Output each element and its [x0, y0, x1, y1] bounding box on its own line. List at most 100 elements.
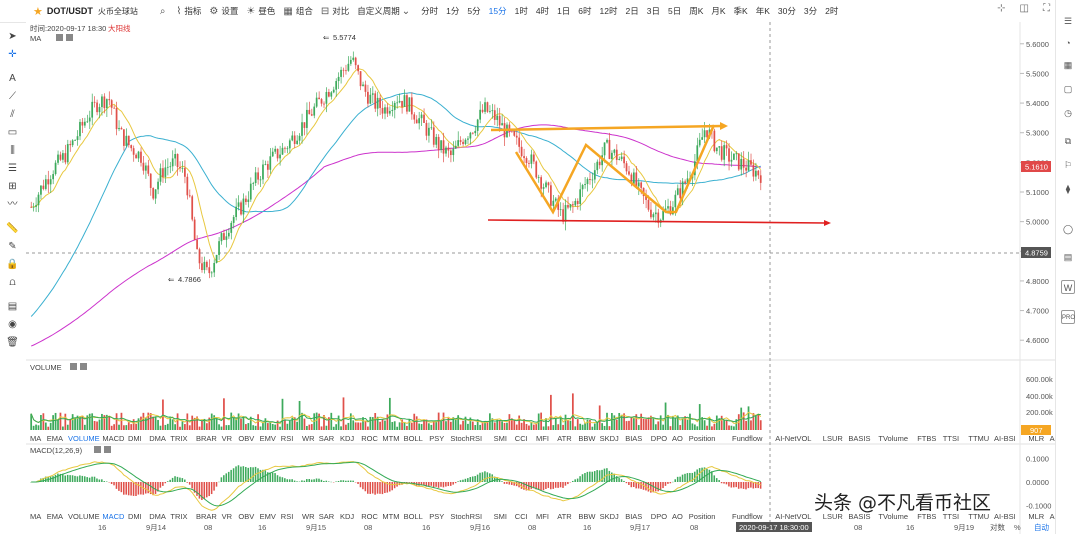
auto-toggle[interactable]: 自动: [1034, 522, 1050, 532]
interval-16[interactable]: 30分: [777, 6, 796, 16]
indicator-tab-mfi[interactable]: MFI: [536, 512, 549, 521]
pen-icon[interactable]: ✎: [8, 241, 17, 252]
indicator-tab-trix[interactable]: TRIX: [170, 512, 187, 521]
ruler-icon[interactable]: 📏: [6, 223, 19, 234]
indicator-tab-cci[interactable]: CCI: [515, 434, 528, 443]
indicator-tab-kdj[interactable]: KDJ: [340, 434, 354, 443]
indicator-tab-ai-pd[interactable]: AI-PD: [1050, 434, 1055, 443]
interval-5[interactable]: 4时: [535, 6, 550, 16]
trendline-icon[interactable]: ⟋: [9, 91, 16, 102]
interval-2[interactable]: 5分: [467, 6, 481, 16]
indicator-tab-trix[interactable]: TRIX: [170, 434, 187, 443]
crosshair-tool-icon[interactable]: ✛: [8, 49, 17, 60]
indicator-tab-dma[interactable]: DMA: [149, 434, 166, 443]
wave-icon[interactable]: 〰: [7, 199, 18, 210]
indicator-tab-ttsi[interactable]: TTSI: [943, 512, 959, 521]
indicator-tab-obv[interactable]: OBV: [238, 512, 254, 521]
indicator-tab-volume[interactable]: VOLUME: [68, 512, 100, 521]
indicator-tab-basis[interactable]: BASIS: [848, 512, 870, 521]
indicator-tab-stochrsi[interactable]: StochRSI: [450, 512, 482, 521]
indicator-tab-wr[interactable]: WR: [302, 512, 315, 521]
indicator-tab-ftbs[interactable]: FTBS: [917, 434, 936, 443]
interval-1[interactable]: 1分: [446, 6, 460, 16]
custom-period-dropdown[interactable]: 自定义周期 ⌄: [357, 5, 413, 17]
macd-label[interactable]: MACD(12,26,9): [30, 446, 83, 455]
macd-settings-icon[interactable]: [94, 446, 101, 453]
indicator-tab-macd[interactable]: MACD: [102, 512, 125, 521]
interval-9[interactable]: 2日: [625, 6, 639, 16]
chart-area[interactable]: 5.60005.50005.40005.30005.20005.10005.00…: [26, 22, 1055, 534]
indicator-tab-ttmu[interactable]: TTMU: [968, 512, 989, 521]
indicator-tab-atr[interactable]: ATR: [557, 434, 572, 443]
indicator-tab-sar[interactable]: SAR: [319, 512, 335, 521]
indicator-tab-ai-bsi[interactable]: AI-BSI: [994, 434, 1016, 443]
indicator-tab-ai-netvol[interactable]: AI-NetVOL: [775, 434, 811, 443]
indicator-tab-sar[interactable]: SAR: [319, 434, 335, 443]
indicator-tab-roc[interactable]: ROC: [361, 512, 378, 521]
fullscreen-icon[interactable]: ⛶: [1043, 3, 1050, 14]
indicator-tab-mfi[interactable]: MFI: [536, 434, 549, 443]
interval-6[interactable]: 1日: [557, 6, 571, 16]
interval-3[interactable]: 15分: [488, 6, 507, 16]
indicator-tab-wr[interactable]: WR: [302, 434, 315, 443]
indicator-tab-ao[interactable]: AO: [672, 434, 683, 443]
fib-icon[interactable]: ☰: [8, 163, 17, 174]
indicator-tab-skdj[interactable]: SKDJ: [600, 512, 619, 521]
indicator-tab-atr[interactable]: ATR: [557, 512, 572, 521]
indicator-tab-lsur[interactable]: LSUR: [823, 434, 844, 443]
indicator-tab-bbw[interactable]: BBW: [578, 512, 596, 521]
w-icon[interactable]: W: [1061, 280, 1075, 294]
interval-8[interactable]: 12时: [599, 6, 618, 16]
logscale-toggle[interactable]: 对数: [990, 522, 1005, 532]
indicator-tab-cci[interactable]: CCI: [515, 512, 528, 521]
indicator-tab-rsi[interactable]: RSI: [281, 512, 294, 521]
indicator-tab-obv[interactable]: OBV: [238, 434, 254, 443]
bars-icon[interactable]: ⫼: [10, 145, 15, 156]
theme-button[interactable]: ☀ 昼色: [246, 5, 275, 17]
interval-13[interactable]: 月K: [711, 6, 726, 16]
channel-icon[interactable]: ⫽: [10, 109, 15, 120]
indicator-tab-macd[interactable]: MACD: [102, 434, 125, 443]
indicator-tab-ai-pd[interactable]: AI-PD: [1050, 512, 1055, 521]
symbol-block[interactable]: ★ DOT/USDT 火币全球站: [33, 5, 138, 18]
ma-label[interactable]: MA: [30, 34, 41, 43]
indicator-tab-basis[interactable]: BASIS: [848, 434, 870, 443]
indicator-tab-boll[interactable]: BOLL: [404, 512, 423, 521]
interval-15[interactable]: 年K: [755, 6, 770, 16]
indicator-tab-ai-netvol[interactable]: AI-NetVOL: [775, 512, 811, 521]
indicator-tab-bbw[interactable]: BBW: [578, 434, 596, 443]
interval-0[interactable]: 分时: [421, 6, 439, 16]
indicator-tab-tvolume[interactable]: TVolume: [878, 434, 908, 443]
circle-icon[interactable]: ◯: [1062, 224, 1074, 234]
interval-4[interactable]: 1时: [514, 6, 528, 16]
indicator-tab-ma[interactable]: MA: [30, 512, 41, 521]
indicator-tab-ttmu[interactable]: TTMU: [968, 434, 989, 443]
indicator-tab-smi[interactable]: SMI: [494, 434, 507, 443]
indicator-tab-position[interactable]: Position: [689, 512, 716, 521]
clock-icon[interactable]: ◔: [1065, 38, 1071, 48]
indicator-tab-dma[interactable]: DMA: [149, 512, 166, 521]
indicator-tab-kdj[interactable]: KDJ: [340, 512, 354, 521]
copy-icon[interactable]: ⧉: [1064, 136, 1072, 146]
indicator-tab-dpo[interactable]: DPO: [651, 434, 667, 443]
indicator-tab-fundflow[interactable]: Fundflow: [732, 512, 763, 521]
indicator-tab-ma[interactable]: MA: [30, 434, 41, 443]
indicator-tab-brar[interactable]: BRAR: [196, 512, 217, 521]
lock-icon[interactable]: 🔒: [6, 259, 19, 270]
interval-10[interactable]: 3日: [646, 6, 660, 16]
interval-18[interactable]: 2时: [825, 6, 839, 16]
symbol-pair[interactable]: DOT/USDT: [46, 6, 93, 16]
trash-icon[interactable]: 🗑: [6, 337, 19, 348]
pro-icon[interactable]: PRO: [1061, 310, 1075, 324]
grid-tool-icon[interactable]: ⊞: [8, 181, 17, 192]
compare-button[interactable]: ⊟ 对比: [321, 5, 349, 17]
indicator-tab-dmi[interactable]: DMI: [128, 434, 142, 443]
indicator-tab-psy[interactable]: PSY: [429, 512, 444, 521]
note-icon[interactable]: ▤: [1063, 252, 1073, 262]
flag-icon[interactable]: ⚐: [1063, 160, 1073, 170]
cursor-icon[interactable]: ➤: [8, 31, 17, 42]
crosshair-icon[interactable]: ⊹: [997, 3, 1006, 14]
indicator-tab-ao[interactable]: AO: [672, 512, 683, 521]
ma-close-icon[interactable]: [66, 34, 73, 41]
interval-17[interactable]: 3分: [803, 6, 818, 16]
